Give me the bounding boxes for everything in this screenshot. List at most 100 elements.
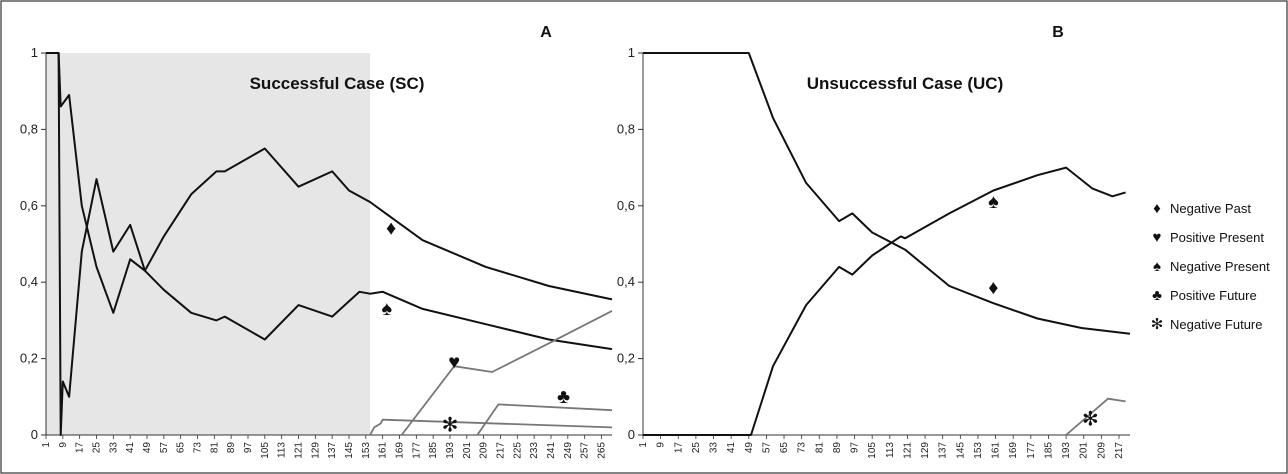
x-tick-label: 9 [656,442,667,448]
chart-title: Successful Case (SC) [250,74,425,93]
y-tick-label: 0,6 [20,198,38,213]
x-tick-label: 161 [991,442,1002,459]
series-line [1065,397,1126,436]
series-symbol-marker: ♣ [557,386,570,408]
x-tick-label: 97 [850,442,861,454]
x-tick-label: 193 [445,442,456,459]
series-line [400,310,613,436]
y-tick-label: 0,6 [617,198,635,213]
x-tick-label: 193 [1061,442,1072,459]
x-tick-label: 57 [159,442,170,454]
panel-b-chart: 0 0,2 0,4 0,6 0,8 1 1 9 17 25 33 41 49 57 65 73 81 89 97 10… [617,24,1131,459]
series-symbol-marker: ✻ [442,414,459,436]
x-tick-label: 89 [832,442,843,454]
x-tick-label: 121 [902,442,913,459]
x-tick-label: 73 [797,442,808,454]
x-tick-label: 209 [479,442,490,459]
series-symbol-marker: ♦ [386,218,396,240]
x-tick-label: 185 [1043,442,1054,459]
x-tick-label: 217 [1114,442,1125,459]
x-tick-label: 105 [260,442,271,459]
series-symbol-marker: ♦ [988,277,998,299]
series-line [46,52,613,436]
x-tick-label: 49 [744,442,755,454]
series-line [476,403,613,436]
x-tick-label: 145 [955,442,966,459]
legend-label: Positive Present [1170,230,1264,245]
x-tick-label: 145 [344,442,355,459]
y-tick-label: 0,4 [20,274,38,289]
legend-symbol: ✻ [1151,316,1164,333]
panel-label: A [540,24,552,41]
x-tick-label: 169 [1008,442,1019,459]
legend-symbol: ♣ [1152,287,1162,304]
x-tick-label: 1 [638,442,649,448]
x-tick-label: 89 [226,442,237,454]
x-tick-label: 57 [761,442,772,454]
x-tick-label: 81 [814,442,825,454]
series-symbol-marker: ♠ [382,298,393,320]
x-tick-label: 9 [58,442,69,448]
x-tick-label: 209 [1096,442,1107,459]
y-tick-label: 0,2 [20,351,38,366]
y-tick-label: 1 [628,45,635,60]
x-tick-label: 41 [726,442,737,454]
legend-symbol: ♥ [1153,229,1162,246]
x-tick-label: 241 [546,442,557,459]
x-tick-label: 49 [142,442,153,454]
x-tick-label: 169 [394,442,405,459]
y-tick-label: 0,8 [20,121,38,136]
series-symbol-marker: ✻ [1082,409,1099,431]
x-tick-label: 113 [277,442,288,458]
shaded-region [46,53,371,435]
x-tick-label: 65 [779,442,790,454]
legend-label: Positive Future [1170,288,1257,303]
x-tick-label: 217 [495,442,506,459]
x-tick-label: 121 [293,442,304,459]
x-tick-label: 105 [867,442,878,459]
series-line [369,418,613,436]
y-tick-label: 0,2 [617,351,635,366]
x-tick-label: 225 [512,442,523,459]
x-tick-label: 161 [378,442,389,459]
series-line [643,52,1131,335]
x-tick-label: 1 [41,442,52,448]
series-symbol-marker: ♥ [448,351,460,373]
x-tick-label: 33 [709,442,720,454]
panel-label: B [1052,24,1064,41]
x-tick-label: 17 [673,442,684,454]
x-tick-label: 137 [327,442,338,459]
x-tick-label: 137 [938,442,949,459]
legend-symbol: ♦ [1153,200,1161,217]
y-tick-label: 0 [31,427,38,442]
legend-label: Negative Past [1170,201,1251,216]
x-tick-label: 25 [691,442,702,454]
series-line [643,166,1126,436]
x-tick-label: 177 [1026,442,1037,459]
x-tick-label: 65 [176,442,187,454]
legend-label: Negative Present [1170,259,1270,274]
x-tick-label: 41 [125,442,136,454]
x-tick-label: 25 [91,442,102,454]
legend-label: Negative Future [1170,317,1263,332]
x-tick-label: 81 [209,442,220,454]
x-tick-label: 233 [529,442,540,459]
x-tick-label: 265 [596,442,607,459]
x-tick-label: 201 [1079,442,1090,459]
x-tick-label: 113 [885,442,896,458]
series-symbol-marker: ♠ [988,191,999,213]
x-tick-label: 73 [192,442,203,454]
series-line [46,52,613,314]
x-tick-label: 201 [462,442,473,459]
x-tick-label: 153 [361,442,372,459]
x-tick-label: 153 [973,442,984,459]
legend: ♦ Negative Past ♥ Positive Present ♠ Negative… [1151,200,1270,333]
x-tick-label: 129 [920,442,931,459]
chart-title: Unsuccessful Case (UC) [807,74,1004,93]
x-tick-label: 249 [563,442,574,459]
x-tick-label: 185 [428,442,439,459]
y-tick-label: 0 [628,427,635,442]
y-tick-label: 1 [31,45,38,60]
x-tick-label: 97 [243,442,254,454]
